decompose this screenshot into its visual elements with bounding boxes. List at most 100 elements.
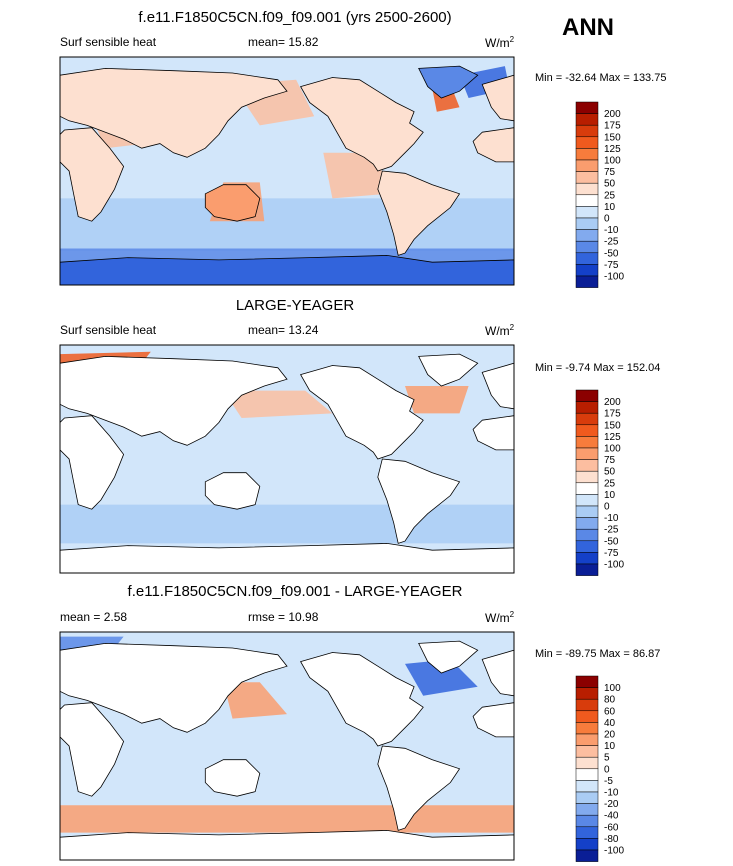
colorbar-swatch [575, 148, 599, 161]
coastline-greenland [418, 640, 479, 674]
coastline-america_n [300, 77, 424, 172]
colorbar-tick-label: 100 [604, 156, 621, 167]
colorbar-swatch [575, 459, 599, 472]
coastline-antarctica [60, 542, 514, 573]
flux-region [323, 152, 387, 199]
coastline-antarctica [60, 254, 514, 285]
colorbar-tick-label: 0 [604, 502, 610, 513]
map-frame [59, 631, 515, 861]
panel-2-minmax: Min = -9.74 Max = 152.04 [535, 362, 661, 374]
coastline-america_n [300, 365, 424, 460]
colorbar-swatch [575, 194, 599, 207]
colorbar-swatch [575, 136, 599, 149]
colorbar-tick-label: 200 [604, 397, 621, 408]
colorbar-swatch [575, 814, 599, 828]
colorbar-swatch [575, 182, 599, 196]
colorbar-swatch [575, 687, 599, 700]
colorbar-swatch [575, 710, 599, 723]
colorbar-swatch [575, 803, 599, 816]
coastline-europe_e [481, 74, 514, 122]
colorbar-tick-label: -100 [604, 846, 624, 857]
colorbar-swatch [575, 791, 599, 804]
coastline-america_s [377, 170, 461, 256]
colorbar-swatch [575, 217, 599, 230]
colorbar-tick-label: 175 [604, 409, 621, 420]
colorbar-tick-label: -75 [604, 548, 619, 559]
colorbar-swatch [575, 768, 599, 781]
colorbar-tick-label: 175 [604, 121, 621, 132]
colorbar-swatch [575, 447, 599, 460]
map-panel-2 [59, 344, 515, 574]
colorbar-swatch [575, 389, 599, 402]
colorbar-swatch [575, 470, 599, 484]
panel-2-unit-label: W/m2 [485, 323, 515, 338]
coastline-australia [204, 472, 261, 510]
coastline-eurasia [60, 67, 288, 158]
colorbar-swatch [575, 436, 599, 449]
colorbar-tick-label: -10 [604, 788, 619, 799]
colorbar-tick-label: 5 [604, 753, 610, 764]
colorbar-swatch [575, 528, 599, 542]
coastline-africa_w [472, 415, 514, 451]
colorbar-tick-label: 75 [604, 167, 616, 178]
colorbar-tick-label: 25 [604, 478, 616, 489]
colorbar-swatch [575, 264, 599, 277]
panel-3-rmse-label: rmse = 10.98 [248, 610, 319, 624]
colorbar-tick-label: 100 [604, 683, 621, 694]
panel-3-minmax: Min = -89.75 Max = 86.87 [535, 648, 661, 660]
colorbar-tick-label: 20 [604, 730, 616, 741]
map-panel-3 [59, 631, 515, 861]
colorbar-swatch [575, 756, 599, 770]
panel-1-mean-label: mean= 15.82 [248, 35, 319, 49]
colorbar-tick-label: -25 [604, 525, 619, 536]
colorbar-tick-label: -20 [604, 799, 619, 810]
colorbar-swatch [575, 552, 599, 565]
colorbar-tick-label: -100 [604, 560, 624, 571]
colorbar-tick-label: 10 [604, 741, 616, 752]
colorbar-swatch [575, 722, 599, 735]
colorbar-tick-label: -100 [604, 272, 624, 283]
map-frame [59, 344, 515, 574]
colorbar-tick-label: 75 [604, 455, 616, 466]
colorbar-tick-label: 40 [604, 718, 616, 729]
map-panel-1 [59, 56, 515, 286]
colorbar-tick-label: 10 [604, 490, 616, 501]
colorbar-swatch [575, 517, 599, 530]
colorbar-swatch [575, 124, 599, 138]
colorbar-swatch [575, 159, 599, 172]
colorbar-tick-label: 200 [604, 109, 621, 120]
colorbar-tick-label: -75 [604, 260, 619, 271]
colorbar-swatch [575, 540, 599, 553]
colorbar-swatch [575, 838, 599, 851]
colorbar-swatch [575, 171, 599, 184]
panel-3-unit-label: W/m2 [485, 610, 515, 625]
panel-1-variable-label: Surf sensible heat [60, 35, 157, 49]
colorbar-tick-label: 50 [604, 467, 616, 478]
season-label: ANN [562, 14, 614, 41]
coastline-africa [60, 702, 125, 797]
colorbar-tick-label: 150 [604, 132, 621, 143]
coastline-africa_w [472, 702, 514, 738]
colorbar-tick-label: 80 [604, 695, 616, 706]
colorbar-swatch [575, 275, 599, 288]
colorbar-tick-label: -50 [604, 536, 619, 547]
flux-region [223, 682, 287, 719]
coastline-america_s [377, 458, 461, 544]
panel-3-title: f.e11.F1850C5CN.f09_f09.001 - LARGE-YEAG… [127, 583, 463, 600]
coastline-australia [204, 184, 261, 222]
colorbar-tick-label: -5 [604, 776, 613, 787]
colorbar-tick-label: -40 [604, 811, 619, 822]
colorbar-tick-label: 125 [604, 144, 621, 155]
map-frame [59, 56, 515, 286]
colorbar-swatch [575, 826, 599, 839]
panel-1-title: f.e11.F1850C5CN.f09_f09.001 (yrs 2500-26… [138, 9, 452, 26]
coastline-america_s [377, 745, 461, 831]
panel-2-mean-label: mean= 13.24 [248, 323, 319, 337]
colorbar-swatch [575, 675, 599, 688]
coastline-eurasia [60, 642, 288, 733]
colorbar-swatch [575, 240, 599, 254]
colorbar-tick-label: -25 [604, 237, 619, 248]
